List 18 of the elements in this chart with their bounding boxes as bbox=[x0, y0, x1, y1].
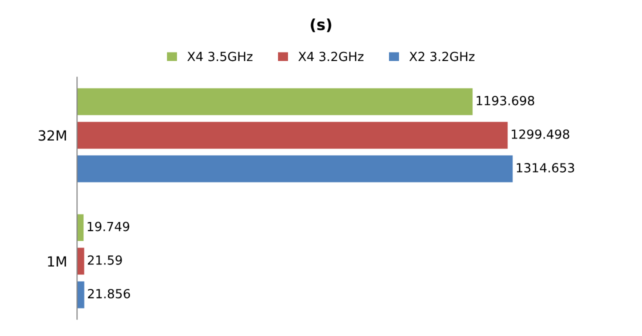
bar bbox=[77, 155, 513, 182]
bar bbox=[77, 88, 473, 116]
data-label: 1193.698 bbox=[476, 96, 534, 106]
bar bbox=[77, 122, 508, 149]
legend-label: X4 3.2GHz bbox=[298, 52, 364, 62]
y-tick-label: 32M bbox=[38, 130, 66, 141]
bar bbox=[77, 248, 84, 275]
data-label: 21.59 bbox=[88, 255, 122, 265]
y-tick-label: 1M bbox=[48, 256, 66, 266]
data-label: 19.749 bbox=[88, 222, 130, 232]
legend-label: X4 3.5GHz bbox=[187, 52, 252, 62]
data-label: 1314.653 bbox=[516, 163, 574, 172]
data-label: 1299.498 bbox=[512, 129, 570, 139]
bar bbox=[77, 281, 84, 308]
bar bbox=[77, 214, 84, 242]
legend-label: X2 3.2GHz bbox=[409, 52, 474, 62]
chart-title: (s) bbox=[310, 18, 332, 32]
data-label: 21.856 bbox=[88, 288, 130, 298]
